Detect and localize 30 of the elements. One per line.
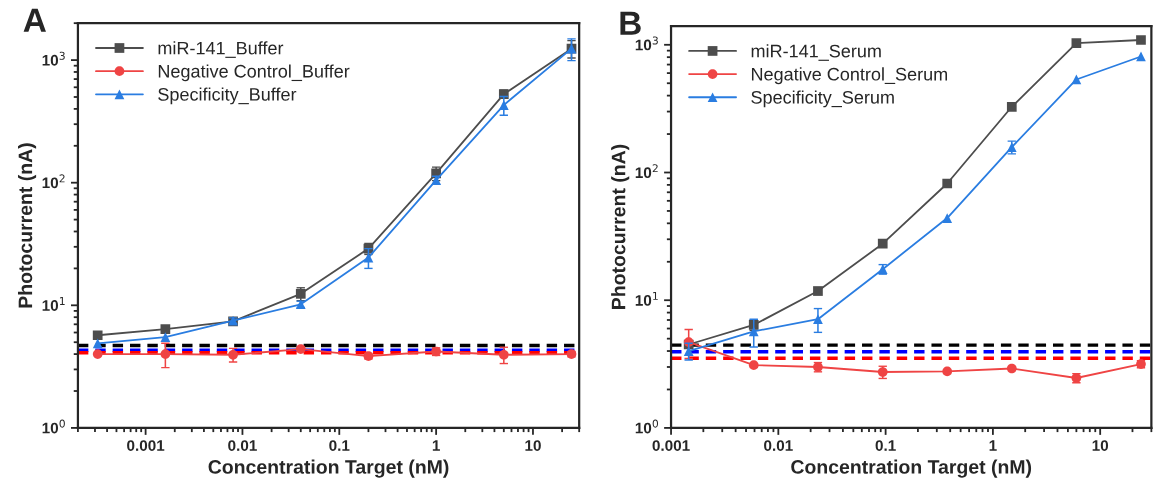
- y-tick-label: 10$^{3}$: [635, 36, 658, 51]
- x-tick-label: 0.001: [127, 440, 165, 451]
- x-tick-label: 1: [989, 440, 997, 451]
- y-axis-title: Photocurrent (nA): [611, 144, 630, 309]
- y-tick-label: 10$^{1}$: [42, 297, 65, 311]
- x-axis-title: Concentration Target (nM): [208, 459, 449, 478]
- x-tick-label: 10: [1092, 440, 1109, 451]
- chart-title: A: [23, 8, 46, 32]
- x-tick-label: 0.1: [875, 440, 896, 451]
- y-tick-label: 10$^{2}$: [635, 164, 658, 179]
- x-axis-title: Concentration Target (nM): [791, 459, 1032, 478]
- x-tick-label: 10: [525, 440, 541, 451]
- x-tick-label: 0.01: [764, 440, 793, 451]
- legend-label: miR-141_Buffer: [158, 41, 284, 58]
- y-tick-label: 10$^{3}$: [42, 51, 65, 66]
- y-tick-label: 10$^{1}$: [635, 292, 658, 306]
- x-tick-label: 0.01: [228, 440, 257, 451]
- chart-title: B: [620, 11, 641, 35]
- legend-label: Negative Control_Buffer: [158, 64, 350, 82]
- x-tick-label: 1: [432, 440, 440, 451]
- x-tick-label: 0.001: [652, 440, 690, 451]
- x-tick-label: 0.1: [329, 440, 350, 451]
- y-tick-label: 10$^{0}$: [42, 419, 65, 434]
- legend-label: Specificity_Serum: [751, 90, 894, 108]
- legend-label: Specificity_Buffer: [158, 87, 297, 105]
- legend-label: Negative Control_Serum: [751, 67, 948, 85]
- legend-label: miR-141_Serum: [751, 44, 881, 61]
- y-axis-title: Photocurrent (nA): [17, 143, 37, 308]
- y-tick-label: 10$^{2}$: [42, 174, 65, 189]
- y-tick-label: 10$^{0}$: [635, 419, 659, 434]
